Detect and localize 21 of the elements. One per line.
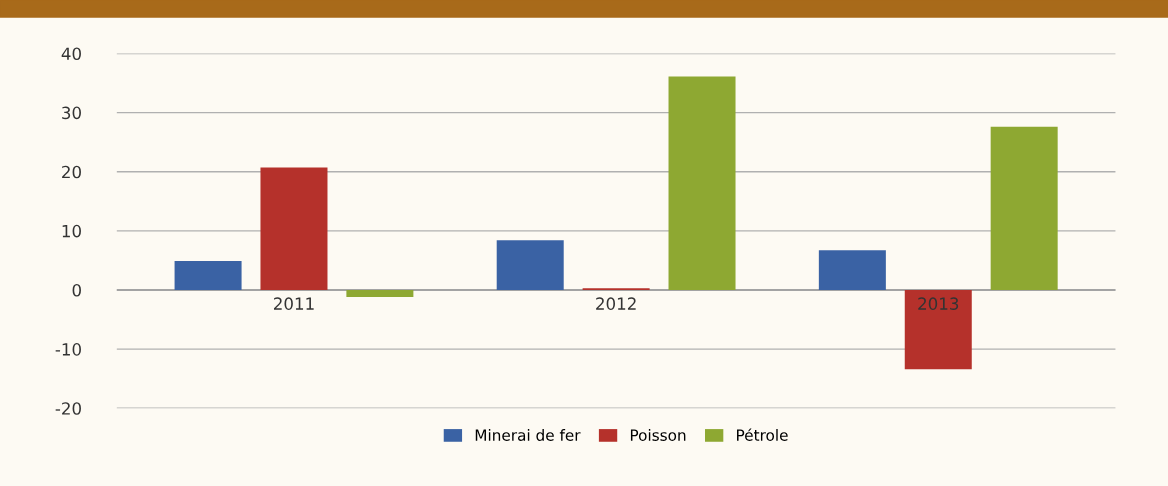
legend-label: Minerai de fer xyxy=(475,429,581,441)
legend-label: Poisson xyxy=(630,429,686,441)
bar xyxy=(818,250,886,290)
y-tick-label: -10 xyxy=(55,343,81,356)
x-tick-label: 2013 xyxy=(918,297,959,310)
bar xyxy=(496,240,564,290)
y-tick-label: 20 xyxy=(62,165,81,179)
y-tick-label: -20 xyxy=(55,402,81,415)
y-tick-label: 0 xyxy=(72,283,81,297)
y-tick-label: 10 xyxy=(62,224,81,238)
y-tick-label: 40 xyxy=(61,47,81,61)
legend-label: Pétrole xyxy=(737,428,788,441)
x-tick-label: 2011 xyxy=(273,297,314,310)
y-tick-label: 30 xyxy=(62,106,81,120)
bar xyxy=(260,167,328,290)
bar xyxy=(174,261,242,290)
bar xyxy=(668,76,736,290)
bar xyxy=(346,289,414,298)
bar xyxy=(990,126,1058,290)
x-tick-label: 2012 xyxy=(596,297,636,310)
bar xyxy=(904,289,972,370)
